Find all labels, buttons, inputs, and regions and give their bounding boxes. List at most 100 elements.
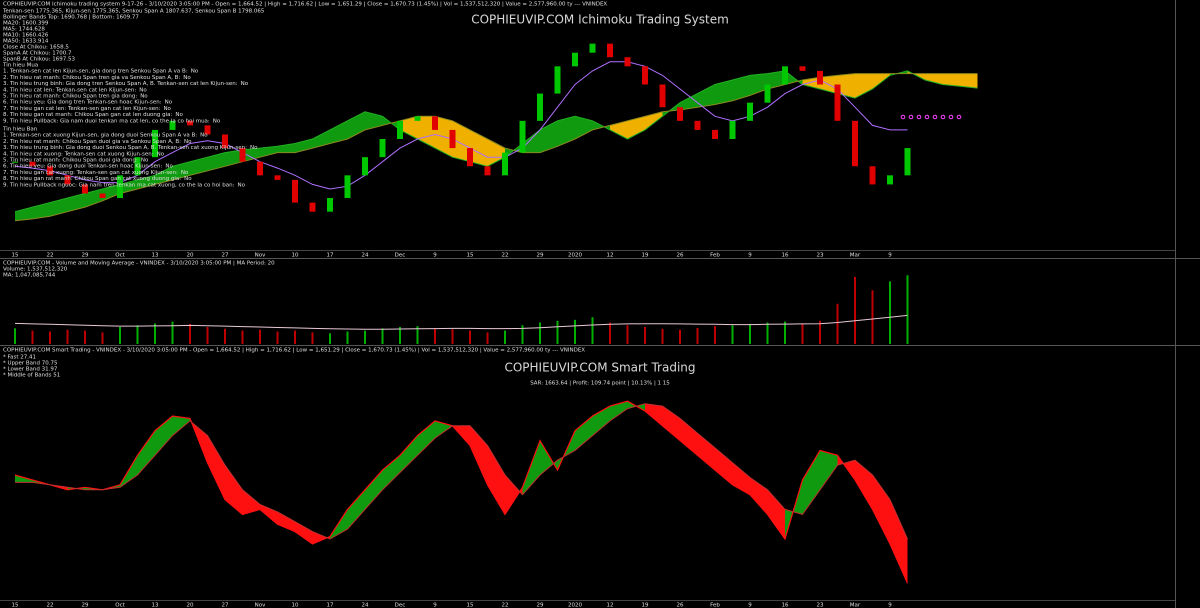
x-tick-label: 23 — [817, 603, 824, 608]
signal-text: 2. Tin hieu rat manh: Chikou Span tren g… — [3, 75, 180, 81]
signal-status: No — [213, 118, 221, 124]
candle — [764, 84, 771, 103]
candle — [642, 66, 648, 85]
x-tick-label: Nov — [255, 253, 266, 259]
candle — [694, 120, 701, 130]
candle — [47, 166, 53, 176]
candle — [397, 120, 403, 139]
senkou-span-a — [14, 70, 978, 213]
signal-status: No — [191, 69, 199, 75]
candle — [239, 148, 246, 162]
kumo-cloud — [942, 73, 960, 87]
indicator-info: Bollinger Bands Top: 1690.768 | Bottom: … — [3, 15, 139, 21]
x-tick-label: 10 — [292, 253, 299, 259]
candle — [134, 157, 141, 176]
volume-bar — [66, 329, 69, 344]
trend-ribbon — [505, 475, 523, 515]
signal-text: 9. Tin hieu Pullback: Gia nam duoi tenka… — [3, 118, 210, 124]
candle — [292, 179, 298, 203]
volume-bar — [626, 325, 629, 344]
x-tick-label: 2020 — [568, 603, 582, 608]
volume-bar — [84, 330, 86, 344]
x-tick-label: 15 — [467, 253, 474, 259]
volume-bar — [136, 325, 139, 344]
trend-ribbon — [610, 401, 628, 421]
signal-status: No — [181, 170, 189, 176]
kumo-cloud — [715, 79, 733, 105]
signal-status: No — [165, 100, 173, 106]
candle — [799, 66, 806, 71]
candle — [222, 134, 228, 149]
candle — [677, 107, 683, 121]
kumo-cloud — [610, 120, 628, 139]
candle — [817, 70, 823, 85]
volume-bar — [556, 320, 559, 344]
kumo-cloud — [417, 116, 435, 149]
trend-ribbon — [487, 445, 505, 515]
signal-text: 6. Tin hieu yeu: Gia dong duoi Tenkan-se… — [3, 164, 162, 170]
kumo-cloud — [225, 149, 243, 167]
signal-status: No — [163, 106, 171, 112]
x-tick-label: Oct — [115, 253, 125, 259]
x-tick-label: 26 — [677, 253, 684, 259]
kumo-cloud — [365, 111, 383, 130]
trend-ribbon — [715, 447, 733, 485]
volume-bar — [381, 328, 384, 344]
x-tick-label: 29 — [537, 603, 544, 608]
candle — [432, 116, 438, 130]
candle — [659, 84, 666, 108]
candle — [904, 148, 911, 176]
trend-ribbon — [470, 425, 488, 485]
kumo-cloud — [50, 198, 68, 217]
projection-dot — [924, 114, 930, 120]
kumo-cloud — [855, 73, 873, 99]
candle — [852, 120, 858, 167]
projection-dot — [956, 114, 962, 120]
kumo-cloud — [32, 202, 50, 219]
x-tick-label: 24 — [362, 603, 369, 608]
x-tick-label: 22 — [47, 603, 54, 608]
x-tick-label: 9 — [748, 603, 752, 608]
x-tick-label: Dec — [395, 603, 406, 608]
x-tick-label: Feb — [710, 603, 720, 608]
trend-ribbon — [242, 489, 260, 515]
trend-ribbon — [417, 420, 435, 456]
signal-status: No — [157, 151, 165, 157]
kumo-cloud — [750, 73, 768, 96]
kumo-cloud — [802, 77, 820, 90]
volume-bar — [154, 323, 156, 344]
candle — [747, 102, 753, 121]
x-tick-label: 12 — [607, 253, 614, 259]
kumo-cloud — [837, 73, 855, 99]
candle — [257, 161, 263, 176]
candle — [607, 43, 613, 58]
candle — [624, 57, 631, 67]
trend-ribbon — [575, 415, 593, 451]
x-tick-label: 22 — [47, 253, 54, 259]
signal-title: Tin hieu Mua — [2, 63, 38, 69]
signal-title: Tin hieu Ban — [2, 127, 38, 133]
signal-status: No — [165, 164, 173, 170]
trade-signal: SAR: 1663.64 | Profit: 109.74 point | 10… — [530, 381, 670, 387]
kumo-cloud — [120, 179, 138, 194]
x-tick-label: 9 — [888, 603, 892, 608]
volume-bar — [14, 328, 16, 344]
x-tick-label: 26 — [677, 603, 684, 608]
candle — [309, 202, 316, 212]
volume-bar — [416, 326, 419, 344]
watermark-title: COPHIEUVIP.COM Smart Trading — [504, 361, 695, 375]
candle — [187, 120, 193, 126]
candle — [379, 139, 386, 158]
trend-ribbon — [540, 440, 558, 475]
x-tick-label: 19 — [642, 603, 649, 608]
volume-bar — [241, 330, 244, 344]
indicator-info: Tenkan-sen 1775.365, Kijun-sen 1775.365,… — [2, 9, 265, 15]
projection-dot — [940, 114, 946, 120]
x-tick-label: 27 — [222, 253, 229, 259]
kumo-cloud — [330, 120, 348, 144]
signal-status: No — [184, 176, 192, 182]
signal-text: 5. Tin hieu rat manh: Chikou Span duoi g… — [3, 158, 138, 164]
volume-bar — [399, 327, 401, 344]
